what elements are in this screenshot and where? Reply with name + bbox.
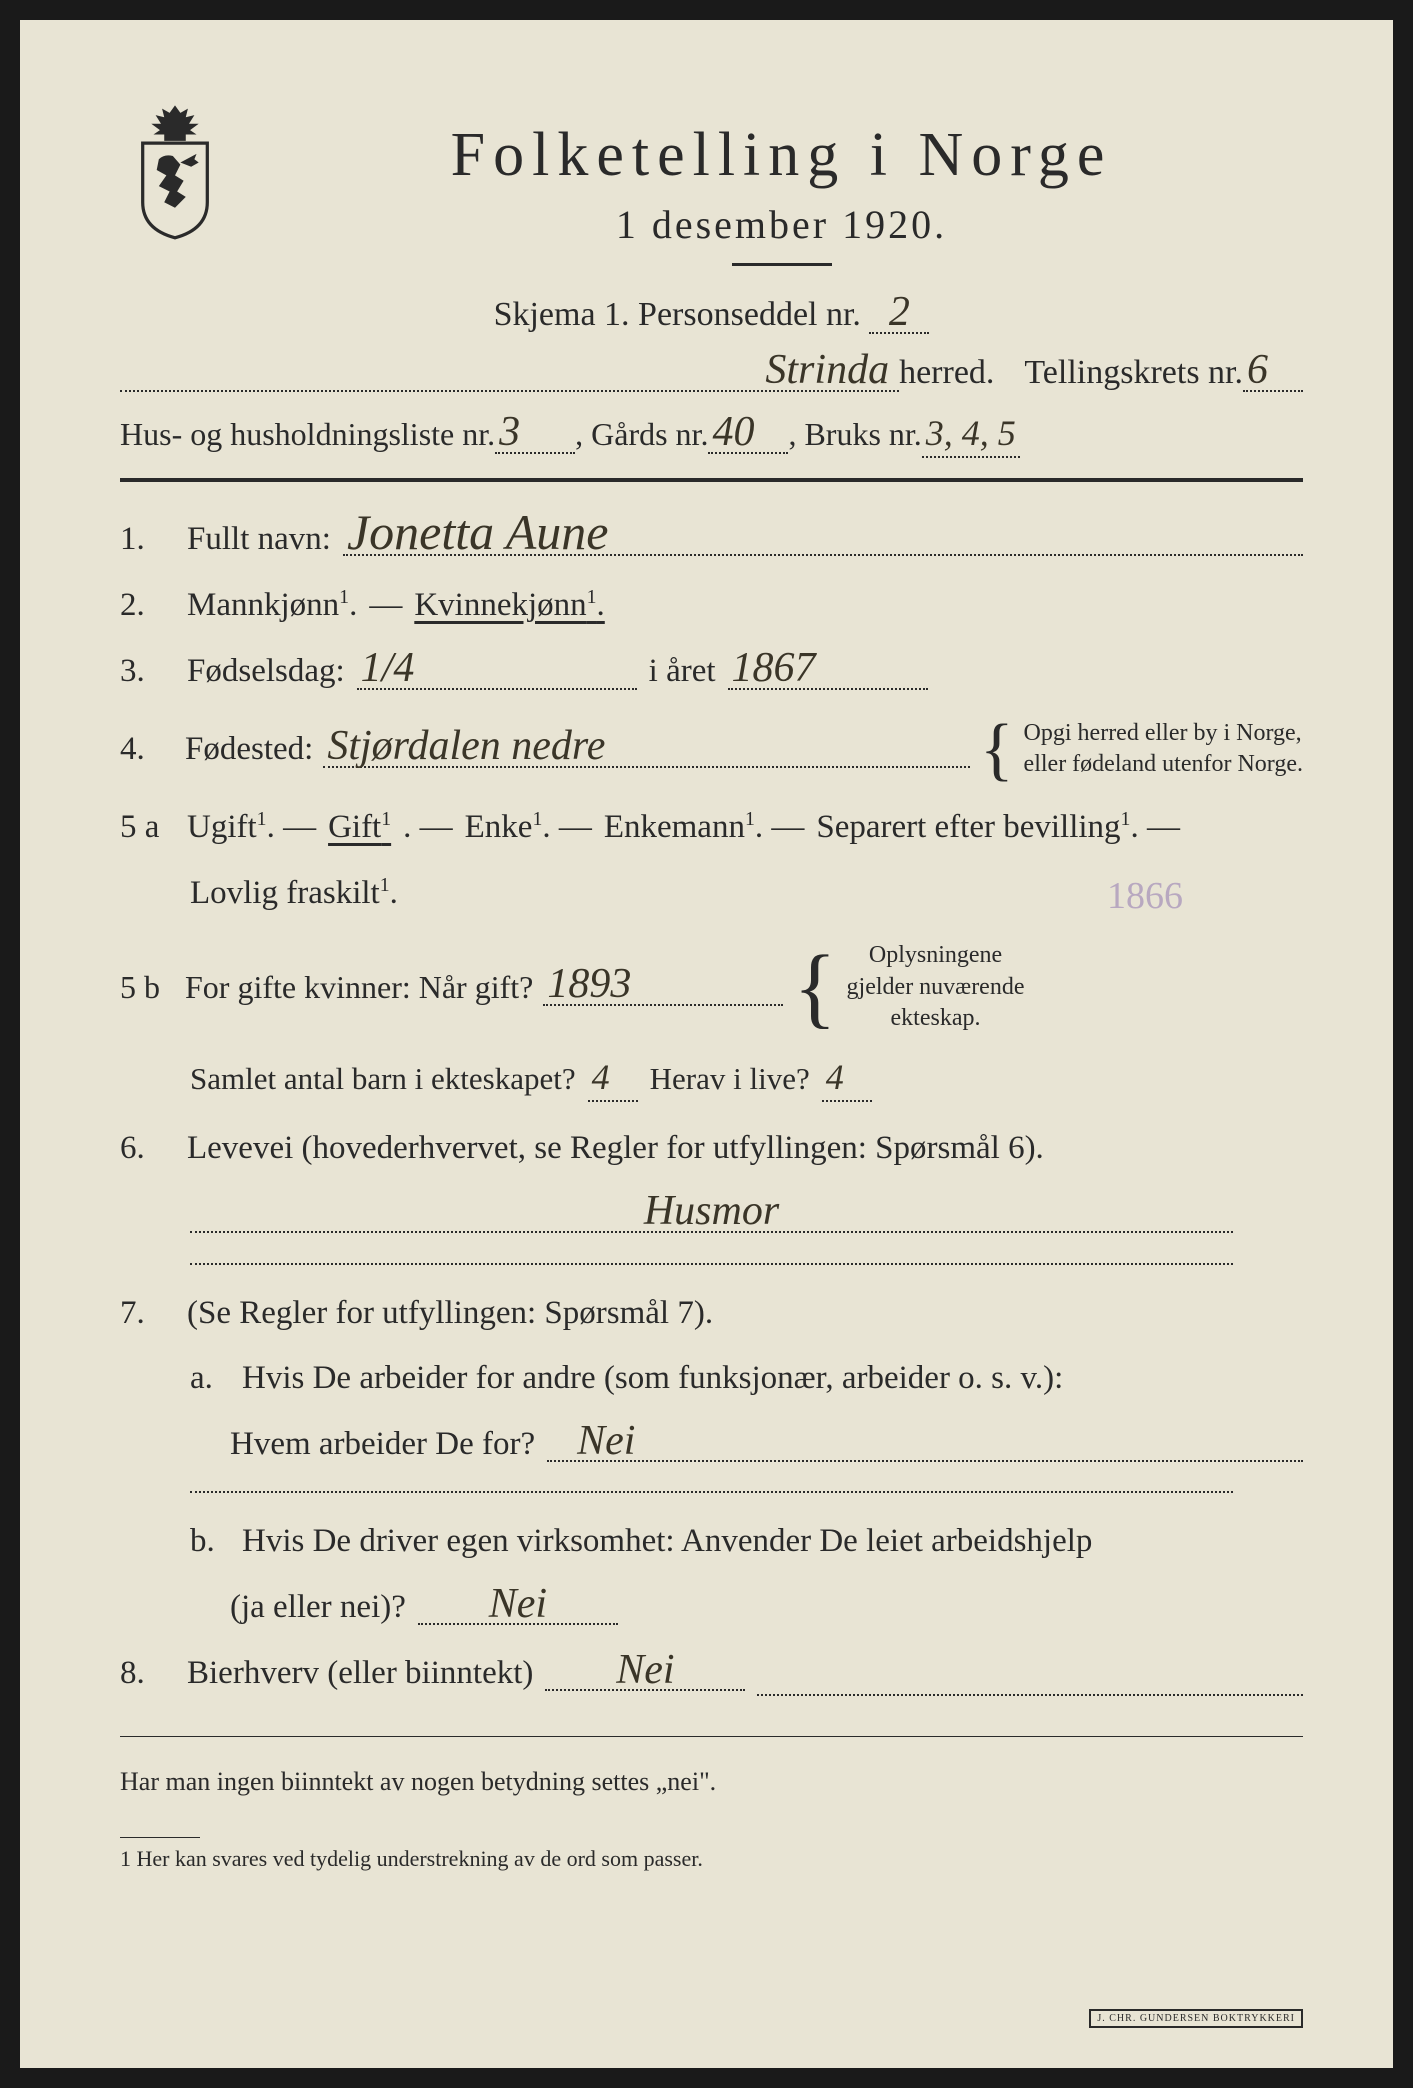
q2-male: Mannkjønn1. xyxy=(187,586,357,624)
q7a-blank-line xyxy=(190,1491,1233,1493)
tellingskrets-value: 6 xyxy=(1243,354,1303,392)
schema-line: Skjema 1. Personseddel nr. 2 xyxy=(120,296,1303,334)
q4-row: 4. Fødested: Stjørdalen nedre { Opgi her… xyxy=(120,718,1303,780)
q5b-row1: 5 b For gifte kvinner: Når gift? 1893 { … xyxy=(120,940,1303,1034)
q3-day: 1/4 xyxy=(357,652,637,690)
q7a-text: Hvis De arbeider for andre (som funksjon… xyxy=(242,1360,1063,1397)
q2-row: 2. Mannkjønn1. — Kvinnekjønn1. xyxy=(120,586,1303,624)
q8-label: Bierhverv (eller biinntekt) xyxy=(187,1655,533,1692)
header: Folketelling i Norge 1 desember 1920. xyxy=(120,100,1303,266)
q7b-row2: (ja eller nei)? Nei xyxy=(120,1588,1303,1626)
coat-of-arms-icon xyxy=(120,100,230,240)
q7b-value: Nei xyxy=(418,1588,618,1626)
schema-label: Skjema 1. Personseddel nr. xyxy=(494,296,861,333)
q5b-live-label: Herav i live? xyxy=(650,1061,810,1097)
bruks-value: 3, 4, 5 xyxy=(922,412,1020,458)
q7b-q: (ja eller nei)? xyxy=(230,1589,406,1626)
q3-year: 1867 xyxy=(728,652,928,690)
q6-value: Husmor xyxy=(190,1195,1233,1233)
schema-value: 2 xyxy=(869,296,929,334)
q7a-row2: Hvem arbeider De for? Nei xyxy=(120,1425,1303,1463)
q8-row: 8. Bierhverv (eller biinntekt) Nei xyxy=(120,1654,1303,1696)
pencil-year: 1866 xyxy=(1107,874,1183,918)
q5a-ugift: Ugift1. — xyxy=(187,808,316,846)
q3-num: 3. xyxy=(120,653,175,690)
q6-num: 6. xyxy=(120,1130,175,1167)
q5a-gift: Gift1 xyxy=(328,808,391,846)
q5b-live: 4 xyxy=(822,1056,872,1102)
q7b-label: b. xyxy=(190,1523,230,1560)
q5a-enke: Enke1. — xyxy=(465,808,592,846)
gards-label: , Gårds nr. xyxy=(575,416,708,453)
q4-value: Stjørdalen nedre xyxy=(323,730,970,768)
brace-icon: { xyxy=(793,956,836,1019)
q5b-num: 5 b xyxy=(120,969,175,1006)
q5a-tail-row: Lovlig fraskilt1. 1866 xyxy=(120,874,1303,912)
q7-num: 7. xyxy=(120,1295,175,1332)
q5b-barn-label: Samlet antal barn i ekteskapet? xyxy=(190,1061,576,1097)
q4-note: Opgi herred eller by i Norge, eller føde… xyxy=(1024,718,1303,780)
q3-year-label: i året xyxy=(649,653,716,690)
q6-blank-line xyxy=(190,1263,1233,1265)
title-rule xyxy=(732,263,832,266)
q5b-year: 1893 xyxy=(543,968,783,1006)
q1-value: Jonetta Aune xyxy=(343,512,1303,556)
tellingskrets-label: Tellingskrets nr. xyxy=(1024,354,1243,392)
main-title: Folketelling i Norge xyxy=(260,120,1303,191)
q5b-label: For gifte kvinner: Når gift? xyxy=(185,969,533,1006)
title-block: Folketelling i Norge 1 desember 1920. xyxy=(260,100,1303,266)
brace-icon: { xyxy=(980,725,1014,774)
q2-female: Kvinnekjønn1. xyxy=(414,586,604,624)
q1-num: 1. xyxy=(120,521,175,558)
thin-rule xyxy=(120,1736,1303,1738)
bottom-note: Har man ingen biinntekt av nogen betydni… xyxy=(120,1767,1303,1797)
q7a-q: Hvem arbeider De for? xyxy=(230,1426,535,1463)
q7b-row1: b. Hvis De driver egen virksomhet: Anven… xyxy=(120,1523,1303,1560)
house-line: Hus- og husholdningsliste nr. 3 , Gårds … xyxy=(120,412,1303,458)
q7a-value: Nei xyxy=(547,1425,1303,1463)
q5a-tail: Lovlig fraskilt1. xyxy=(190,874,398,912)
hus-label: Hus- og husholdningsliste nr. xyxy=(120,416,495,453)
q1-label: Fullt navn: xyxy=(187,521,331,558)
q5a-separert: Separert efter bevilling1. — xyxy=(816,808,1180,846)
herred-line: Strinda herred. Tellingskrets nr. 6 xyxy=(120,354,1303,392)
q5a-num: 5 a xyxy=(120,809,175,846)
q5a-enkemann: Enkemann1. — xyxy=(604,808,805,846)
q7a-label: a. xyxy=(190,1360,230,1397)
herred-value: Strinda xyxy=(120,354,899,392)
q5b-row2: Samlet antal barn i ekteskapet? 4 Herav … xyxy=(120,1056,1303,1102)
q1-row: 1. Fullt navn: Jonetta Aune xyxy=(120,512,1303,558)
q3-row: 3. Fødselsdag: 1/4 i året 1867 xyxy=(120,652,1303,690)
q3-label: Fødselsdag: xyxy=(187,653,345,690)
bruks-label: , Bruks nr. xyxy=(788,416,921,453)
q4-num: 4. xyxy=(120,731,175,768)
q8-blank xyxy=(757,1655,1303,1696)
footnote: 1 Her kan svares ved tydelig understrekn… xyxy=(120,1846,1303,1872)
footnote-rule xyxy=(120,1837,200,1838)
census-form-page: Folketelling i Norge 1 desember 1920. Sk… xyxy=(20,20,1393,2068)
q5b-barn: 4 xyxy=(588,1056,638,1102)
q7-row: 7. (Se Regler for utfyllingen: Spørsmål … xyxy=(120,1295,1303,1332)
q6-label: Levevei (hovederhvervet, se Regler for u… xyxy=(187,1130,1044,1167)
printer-stamp: J. CHR. GUNDERSEN BOKTRYKKERI xyxy=(1089,2009,1303,2028)
q7-label: (Se Regler for utfyllingen: Spørsmål 7). xyxy=(187,1295,713,1332)
q7b-text: Hvis De driver egen virksomhet: Anvender… xyxy=(242,1523,1092,1560)
hus-value: 3 xyxy=(495,416,575,454)
q8-num: 8. xyxy=(120,1655,175,1692)
gards-value: 40 xyxy=(708,416,788,454)
q7a-row1: a. Hvis De arbeider for andre (som funks… xyxy=(120,1360,1303,1397)
q5a-row: 5 a Ugift1. — Gift1. — Enke1. — Enkemann… xyxy=(120,808,1303,846)
subtitle: 1 desember 1920. xyxy=(260,201,1303,248)
q6-value-row: Husmor xyxy=(120,1195,1303,1233)
q2-num: 2. xyxy=(120,587,175,624)
q8-value: Nei xyxy=(545,1654,745,1692)
herred-label: herred. xyxy=(899,354,994,392)
q5b-note: Oplysningene gjelder nuværende ekteskap. xyxy=(847,940,1025,1034)
q6-row: 6. Levevei (hovederhvervet, se Regler fo… xyxy=(120,1130,1303,1167)
q4-label: Fødested: xyxy=(185,731,313,768)
thick-rule xyxy=(120,478,1303,482)
